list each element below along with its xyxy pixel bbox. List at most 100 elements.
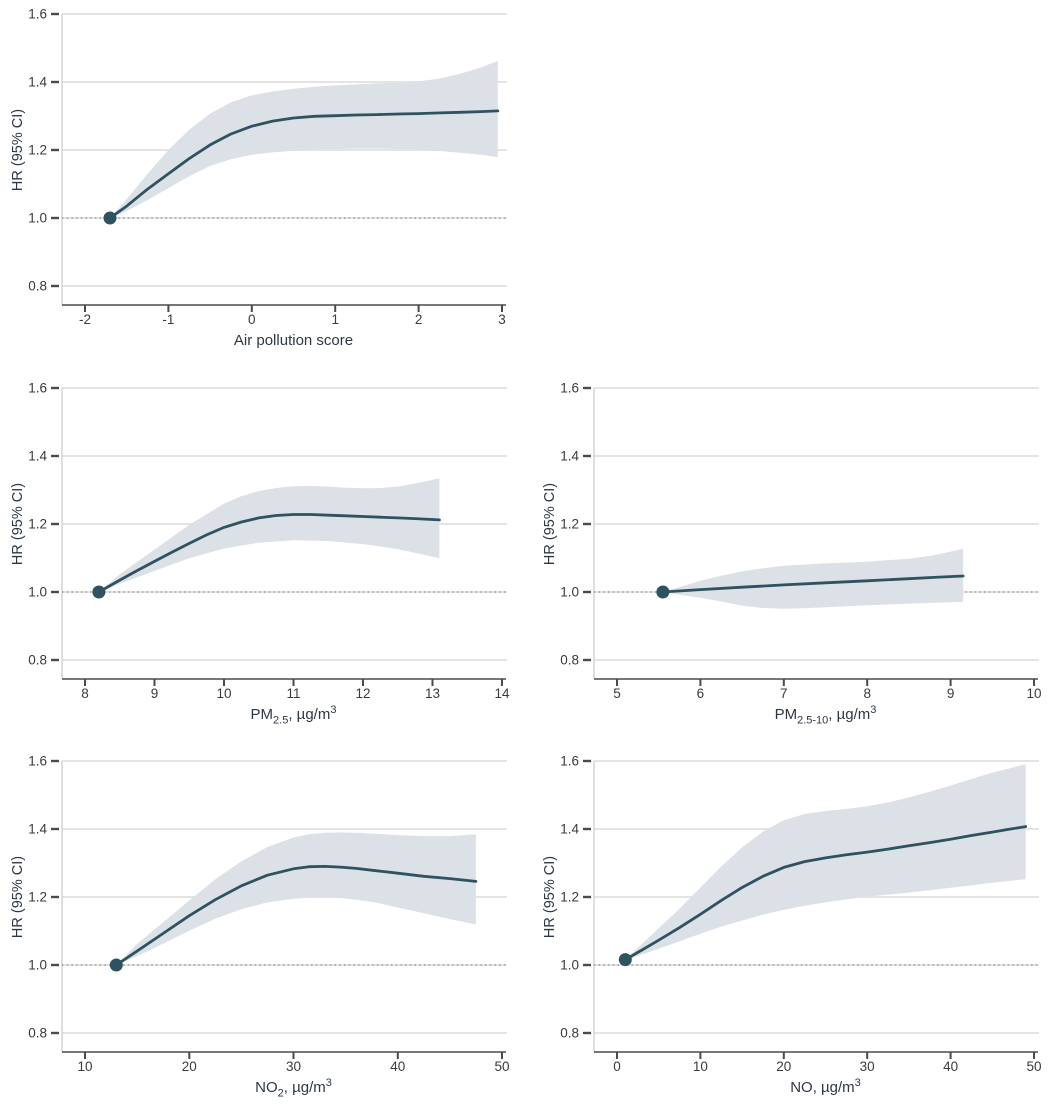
panel-no: 0 10 20 30 40 50 0.8 1.0 1.2 1.4 1.6 NO, µg/m3 HR (9… [532,747,1064,1115]
x-tick-label: 9 [947,686,955,701]
x-tick-label: 3 [498,312,506,327]
ci-band [116,832,476,965]
reference-point [109,958,123,972]
x-tick-label: 13 [425,686,440,701]
y-axis-ticks: 0.8 1.0 1.2 1.4 1.6 [28,381,59,668]
y-tick-label: 1.6 [28,7,47,22]
y-tick-label: 0.8 [560,653,579,668]
x-tick-label: 40 [943,1059,958,1074]
x-tick-label: 14 [494,686,510,701]
y-tick-label: 1.6 [560,381,579,396]
y-tick-label: 1.2 [28,890,47,905]
chart-no2: 10 20 30 40 50 0.8 1.0 1.2 1.4 1.6 NO2, µg/m3 HR (9… [10,754,510,1100]
x-tick-label: 0 [248,312,256,327]
x-axis-ticks: 0 10 20 30 40 50 [613,1052,1042,1074]
y-axis-ticks: 0.8 1.0 1.2 1.4 1.6 [560,754,591,1041]
y-tick-label: 1.6 [560,754,579,769]
panel-no2: 10 20 30 40 50 0.8 1.0 1.2 1.4 1.6 NO2, µg/m3 HR (9… [0,747,532,1115]
x-tick-label: 8 [863,686,871,701]
gridlines [594,387,1039,661]
y-tick-label: 1.0 [560,958,579,973]
x-tick-label: 20 [182,1059,197,1074]
reference-point [103,211,117,225]
ci-band [662,548,964,609]
panel-pm2-5-10: 5 6 7 8 9 10 0.8 1.0 1.2 1.4 1.6 PM2.5-10, µg/m3 HR … [532,374,1064,742]
x-tick-label: 10 [693,1059,708,1074]
y-axis-label: HR (95% CI) [10,856,26,938]
x-tick-label: 20 [776,1059,791,1074]
y-tick-label: 0.8 [28,653,47,668]
x-axis-ticks: -2 -1 0 1 2 3 [79,305,506,327]
hr-curve [661,574,965,594]
panel-air-pollution-score: -2 -1 0 1 2 3 0.8 1.0 1.2 1.4 1.6 Air pollution sco… [0,0,532,368]
x-axis-ticks: 8 9 10 11 12 13 14 [81,679,510,701]
x-tick-label: 1 [331,312,339,327]
x-tick-label: 7 [780,686,788,701]
hr-curve [108,109,500,220]
y-tick-label: 1.0 [560,585,579,600]
y-tick-label: 1.2 [560,890,579,905]
x-tick-label: -2 [79,312,91,327]
x-axis-label: PM2.5, µg/m3 [251,704,337,727]
y-tick-label: 1.2 [28,517,47,532]
chart-pm2-5-10: 5 6 7 8 9 10 0.8 1.0 1.2 1.4 1.6 PM2.5-10, µg/m3 HR … [542,381,1042,727]
hr-curve [623,825,1028,962]
y-tick-label: 1.0 [28,958,47,973]
x-tick-label: 30 [286,1059,301,1074]
x-tick-label: 12 [355,686,370,701]
chart-air-pollution-score: -2 -1 0 1 2 3 0.8 1.0 1.2 1.4 1.6 Air pollution sco… [10,7,507,349]
panel-pm2-5: 8 9 10 11 12 13 14 0.8 1.0 1.2 1.4 1.6 PM2.5, µg/m3 H… [0,374,532,742]
hr-curve [114,865,478,967]
x-tick-label: 2 [415,312,423,327]
y-tick-label: 1.2 [560,517,579,532]
x-tick-label: 6 [697,686,705,701]
x-axis-label: NO2, µg/m3 [255,1077,332,1100]
y-tick-label: 1.6 [28,754,47,769]
x-axis-ticks: 5 6 7 8 9 10 [613,679,1042,701]
x-tick-label: 50 [494,1059,509,1074]
y-axis-label: HR (95% CI) [542,856,558,938]
x-tick-label: 11 [286,686,300,701]
x-axis-ticks: 10 20 30 40 50 [77,1052,510,1074]
chart-pm2-5: 8 9 10 11 12 13 14 0.8 1.0 1.2 1.4 1.6 PM2.5, µg/m3 H… [10,381,510,727]
y-tick-label: 1.2 [28,143,47,158]
y-axis-label: HR (95% CI) [542,483,558,565]
x-axis-label: NO, µg/m3 [790,1077,861,1096]
x-tick-label: 40 [390,1059,405,1074]
x-axis-label: Air pollution score [234,332,353,349]
reference-point [618,953,632,967]
y-tick-label: 0.8 [560,1026,579,1041]
y-tick-label: 1.4 [28,75,47,90]
x-tick-label: 9 [151,686,159,701]
y-tick-label: 1.4 [28,449,47,464]
y-axis-ticks: 0.8 1.0 1.2 1.4 1.6 [560,381,591,668]
x-tick-label: 5 [613,686,621,701]
y-axis-ticks: 0.8 1.0 1.2 1.4 1.6 [28,754,59,1041]
y-axis-ticks: 0.8 1.0 1.2 1.4 1.6 [28,7,59,294]
y-tick-label: 0.8 [28,279,47,294]
x-tick-label: 10 [216,686,231,701]
y-tick-label: 1.4 [560,449,579,464]
y-tick-label: 0.8 [28,1026,47,1041]
y-tick-label: 1.6 [28,381,47,396]
y-axis-label: HR (95% CI) [10,483,26,565]
ci-band [98,478,440,592]
y-axis-label: HR (95% CI) [10,109,26,191]
x-tick-label: 10 [1026,686,1041,701]
x-tick-label: 30 [860,1059,875,1074]
x-tick-label: -1 [162,312,174,327]
x-tick-label: 50 [1026,1059,1041,1074]
x-tick-label: 8 [81,686,89,701]
y-tick-label: 1.0 [28,585,47,600]
reference-point [92,585,106,599]
ci-band [625,764,1026,960]
x-tick-label: 0 [613,1059,621,1074]
y-tick-label: 1.4 [560,822,579,837]
reference-point [656,585,670,599]
x-tick-label: 10 [77,1059,92,1074]
ci-band [110,60,498,219]
x-axis-label: PM2.5-10, µg/m3 [775,704,877,727]
chart-no: 0 10 20 30 40 50 0.8 1.0 1.2 1.4 1.6 NO, µg/m3 HR (9… [542,754,1042,1097]
hr-curve [97,513,441,594]
